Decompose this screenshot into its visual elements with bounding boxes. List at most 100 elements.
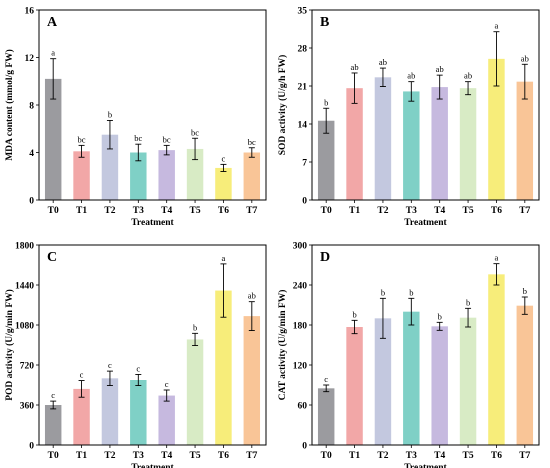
bar-t1: [346, 327, 363, 445]
x-tick-label: T1: [76, 451, 87, 461]
error-bar-t6: [220, 163, 227, 172]
x-tick-label: T1: [349, 206, 360, 216]
significance-label: ab: [521, 53, 529, 63]
y-tick-label: 1800: [15, 241, 34, 251]
bar-t6: [215, 290, 232, 445]
x-tick-label: T4: [161, 451, 172, 461]
significance-label: b: [108, 109, 112, 119]
x-tick-label: T7: [519, 206, 530, 216]
y-axis-title: MDA content (mmol/g FW): [4, 49, 15, 161]
x-tick-label: T4: [434, 451, 445, 461]
y-tick-label: 4: [29, 149, 34, 159]
significance-label: bc: [163, 134, 171, 144]
y-tick-label: 35: [298, 6, 308, 16]
y-tick-label: 1440: [15, 281, 34, 291]
bar-t0: [317, 388, 335, 445]
panel-b: b T0 ab T1 ab T2 ab T3 ab T4 ab T5 a T6 ab T7 0 7 14 21 28 35…: [277, 6, 540, 228]
error-bar-t4: [163, 144, 170, 156]
error-bar-t1: [351, 319, 358, 335]
error-bar-t1: [78, 380, 85, 398]
significance-label: a: [222, 253, 226, 263]
error-bar-t5: [192, 137, 199, 161]
significance-label: b: [409, 287, 413, 297]
panel-a: a T0 bc T1 b T2 bc T3 bc T4 bc T5 c T6 bc T7 0 4 8 12 16 A Tre…: [4, 6, 267, 228]
error-bar-t5: [465, 307, 472, 328]
error-bar-t7: [248, 147, 255, 158]
bar-t3: [403, 311, 420, 445]
significance-label: bc: [248, 137, 256, 147]
error-bar-t2: [379, 297, 386, 339]
x-tick-label: T6: [491, 451, 502, 461]
significance-label: c: [136, 363, 140, 373]
error-bar-t0: [323, 107, 330, 134]
x-axis-title: Treatment: [404, 463, 447, 468]
bar-t2: [101, 378, 119, 445]
bar-t6: [488, 274, 505, 445]
x-tick-label: T1: [76, 206, 87, 216]
bar-t0: [317, 120, 335, 200]
error-bar-t0: [323, 384, 330, 393]
significance-label: bc: [191, 127, 199, 137]
significance-label: b: [523, 286, 527, 296]
error-bar-t6: [493, 263, 500, 286]
panel-letter: D: [320, 250, 330, 265]
plot-frame: [311, 244, 540, 446]
x-axis-title: Treatment: [131, 218, 174, 228]
error-bar-t3: [408, 81, 415, 102]
significance-label: ab: [379, 57, 387, 67]
x-tick-label: T5: [190, 451, 201, 461]
significance-label: b: [193, 322, 197, 332]
significance-label: ab: [464, 71, 472, 81]
bar-t0: [44, 405, 62, 445]
bar-t5: [186, 339, 204, 445]
panel-letter: C: [47, 250, 57, 265]
significance-label: ab: [436, 64, 444, 74]
significance-label: c: [80, 370, 84, 380]
x-tick-label: T3: [133, 206, 144, 216]
significance-label: b: [352, 309, 356, 319]
error-bar-t7: [521, 296, 528, 315]
significance-label: c: [108, 360, 112, 370]
y-tick-label: 60: [298, 401, 308, 411]
bar-t1: [346, 88, 363, 200]
x-tick-label: T7: [246, 206, 257, 216]
bar-t5: [186, 148, 204, 200]
y-tick-label: 300: [293, 241, 308, 251]
significance-label: b: [438, 311, 442, 321]
y-tick-label: 7: [302, 158, 307, 168]
error-bar-t4: [163, 389, 170, 402]
x-tick-label: T2: [104, 206, 115, 216]
panel-c: c T0 c T1 c T2 c T3 c T4 b T5 a T6 ab T7 0 360 720 1080 1440…: [4, 241, 267, 468]
bar-t7: [243, 316, 261, 445]
significance-label: b: [381, 287, 385, 297]
y-tick-label: 180: [293, 321, 308, 331]
significance-label: c: [51, 390, 55, 400]
y-tick-label: 14: [298, 120, 308, 130]
y-tick-label: 720: [20, 361, 35, 371]
y-tick-label: 240: [293, 281, 308, 291]
x-tick-label: T1: [349, 451, 360, 461]
significance-label: bc: [134, 133, 142, 143]
bar-t7: [516, 305, 534, 445]
x-tick-label: T0: [321, 206, 332, 216]
y-tick-label: 1080: [15, 321, 34, 331]
bar-t4: [158, 395, 175, 445]
bar-t5: [459, 317, 477, 445]
y-tick-label: 0: [302, 196, 307, 206]
x-tick-label: T2: [377, 206, 388, 216]
significance-label: a: [495, 253, 499, 263]
x-tick-label: T4: [161, 206, 172, 216]
significance-label: c: [222, 153, 226, 163]
x-tick-label: T2: [377, 451, 388, 461]
significance-label: ab: [248, 291, 256, 301]
error-bar-t4: [436, 321, 443, 331]
bar-t7: [516, 81, 534, 200]
significance-label: ab: [407, 71, 415, 81]
bar-t1: [73, 388, 90, 445]
y-tick-label: 8: [29, 101, 34, 111]
error-bar-t2: [106, 370, 113, 387]
x-tick-label: T7: [246, 451, 257, 461]
bar-t2: [374, 77, 392, 200]
x-tick-label: T5: [463, 206, 474, 216]
error-bar-t1: [351, 72, 358, 104]
